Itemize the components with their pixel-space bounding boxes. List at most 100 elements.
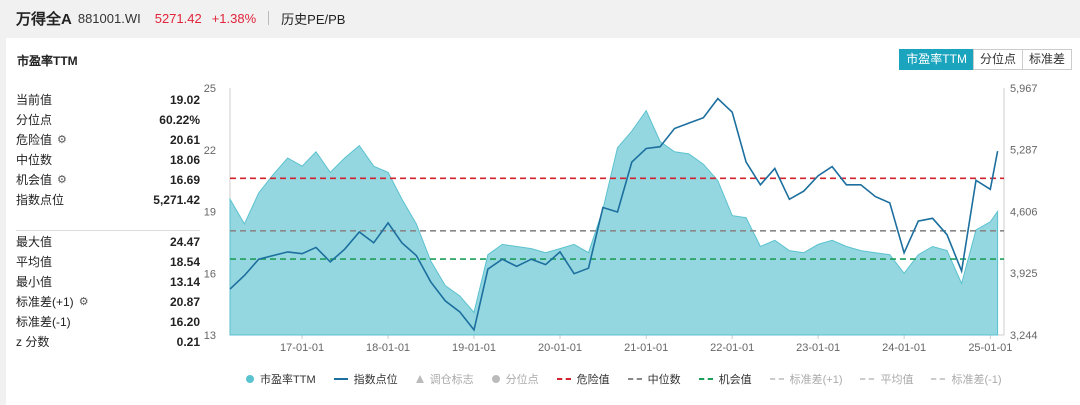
metric-button-pe[interactable]: 市盈率TTM <box>899 49 974 70</box>
legend-item[interactable]: 危险值 <box>556 371 610 387</box>
stat-label-text: 指数点位 <box>16 193 65 207</box>
stat-row: 机会值 ⚙ 16.69 <box>16 170 200 190</box>
legend-label: 中位数 <box>647 374 681 386</box>
y-tick-left: 13 <box>204 330 216 342</box>
y-tick-right: 3,244 <box>1010 330 1038 342</box>
stat-label: 最小值 <box>16 272 52 292</box>
metric-button-stddev[interactable]: 标准差 <box>1021 49 1072 70</box>
y-tick-right: 4,606 <box>1010 206 1038 218</box>
chart-legend: 市盈率TTM 指数点位 调仓标志 分位点 危险值 中位数 机会值 标准差(+1) 平均值 标准差(… <box>246 371 1020 387</box>
legend-label: 机会值 <box>718 374 752 386</box>
legend-swatch <box>246 375 254 383</box>
x-tick-label: 24-01-01 <box>882 342 926 354</box>
stat-label-text: 最小值 <box>16 275 53 289</box>
x-tick-label: 23-01-01 <box>796 342 840 354</box>
pe-area-series <box>229 109 999 336</box>
stat-row: 危险值 ⚙ 20.61 <box>16 130 200 150</box>
stat-label: z 分数 <box>16 332 49 352</box>
legend-item[interactable]: 中位数 <box>627 371 681 387</box>
valuation-card: 市盈率TTM 市盈率TTM 分位点 标准差 当前值 19.02 分位点 60.22% 危… <box>6 38 1080 405</box>
legend-item[interactable]: 调仓标志 <box>415 371 474 387</box>
y-tick-left: 22 <box>204 145 216 157</box>
legend-label: 危险值 <box>576 374 610 386</box>
stat-value: 16.20 <box>169 315 200 329</box>
x-tick-label: 18-01-01 <box>366 342 410 354</box>
legend-swatch <box>860 378 875 380</box>
gear-icon[interactable]: ⚙ <box>57 134 67 146</box>
legend-item[interactable]: 平均值 <box>860 371 913 387</box>
legend-swatch <box>333 378 348 380</box>
stat-row: 最小值 13.14 <box>16 272 200 292</box>
y-tick-left: 19 <box>204 207 216 219</box>
index-price: 5271.42 <box>154 10 202 26</box>
index-line-series <box>229 97 999 332</box>
legend-item[interactable]: 指数点位 <box>333 371 398 387</box>
stat-label-text: 当前值 <box>16 93 53 107</box>
index-name: 万得全A <box>16 10 72 28</box>
stat-label-text: 危险值 <box>16 133 53 147</box>
legend-label: 指数点位 <box>353 374 398 386</box>
tab-history-pe-pb[interactable]: 历史PE/PB <box>281 11 346 27</box>
metric-button-percentile[interactable]: 分位点 <box>972 49 1023 70</box>
stat-label-text: z 分数 <box>16 335 50 349</box>
stat-label-text: 机会值 <box>16 173 53 187</box>
legend-swatch <box>627 378 642 380</box>
stat-row: 当前值 19.02 <box>16 90 200 110</box>
metric-toggle: 市盈率TTM 分位点 标准差 <box>899 49 1072 70</box>
stat-value: 13.14 <box>169 275 200 289</box>
legend-swatch <box>769 378 784 380</box>
gear-icon[interactable]: ⚙ <box>57 174 67 186</box>
legend-swatch <box>415 375 424 383</box>
stat-value: 20.61 <box>169 133 200 147</box>
stat-label: 中位数 <box>16 150 52 170</box>
stat-label-text: 平均值 <box>16 255 53 269</box>
stat-label: 机会值 ⚙ <box>16 170 67 190</box>
card-title: 市盈率TTM <box>17 54 78 68</box>
x-tick-label: 17-01-01 <box>280 342 324 354</box>
stat-label: 当前值 <box>16 90 52 110</box>
legend-item[interactable]: 标准差(+1) <box>769 371 842 387</box>
stat-value: 18.54 <box>169 255 200 269</box>
stat-label: 最大值 <box>16 232 52 252</box>
legend-item[interactable]: 分位点 <box>491 371 539 387</box>
stat-label-text: 标准差(+1) <box>16 295 74 309</box>
x-tick-label: 25-01-01 <box>968 342 1012 354</box>
stat-value: 24.47 <box>169 235 200 249</box>
stat-label-text: 最大值 <box>16 235 53 249</box>
stat-label: 危险值 ⚙ <box>16 130 67 150</box>
stat-label: 分位点 <box>16 110 52 130</box>
legend-label: 平均值 <box>880 374 914 386</box>
legend-swatch <box>556 378 571 380</box>
stat-value: 19.02 <box>169 93 200 107</box>
index-code: 881001.WI <box>77 10 141 26</box>
stat-value: 0.21 <box>176 335 200 349</box>
stat-label-text: 标准差(-1) <box>16 315 71 329</box>
x-tick-label: 20-01-01 <box>538 342 582 354</box>
legend-swatch <box>491 375 500 383</box>
stat-label: 标准差(+1) ⚙ <box>16 292 89 312</box>
y-tick-left: 16 <box>204 268 216 280</box>
legend-swatch <box>698 378 713 380</box>
stat-row: 指数点位 5,271.42 <box>16 190 200 210</box>
stats-panel: 当前值 19.02 分位点 60.22% 危险值 ⚙ 20.61 中位数 18.06 机会值 ⚙ 16… <box>16 90 200 352</box>
legend-label: 分位点 <box>505 374 539 386</box>
stat-label: 平均值 <box>16 252 52 272</box>
y-tick-right: 3,925 <box>1010 268 1038 280</box>
legend-item[interactable]: 机会值 <box>698 371 752 387</box>
x-tick-label: 19-01-01 <box>452 342 496 354</box>
legend-item[interactable]: 市盈率TTM <box>246 371 316 387</box>
legend-label: 调仓标志 <box>429 374 474 386</box>
stat-row: 最大值 24.47 <box>16 232 200 252</box>
stat-label-text: 分位点 <box>16 113 53 127</box>
pe-chart: 13 16 19 22 25 3,244 3,925 4,606 5,287 5,967 17-01… <box>204 83 1038 354</box>
gear-icon[interactable]: ⚙ <box>78 296 89 308</box>
stats-divider <box>16 230 200 231</box>
legend-item[interactable]: 标准差(-1) <box>931 371 1002 387</box>
x-tick-label: 22-01-01 <box>710 342 754 354</box>
header-divider <box>268 11 270 25</box>
legend-label: 标准差(-1) <box>951 374 1002 386</box>
stat-value: 20.87 <box>169 295 200 309</box>
stat-value: 60.22% <box>159 113 200 127</box>
index-header: 万得全A 881001.WI 5271.42 +1.38% 历史PE/PB <box>0 0 1080 36</box>
stat-row: 分位点 60.22% <box>16 110 200 130</box>
